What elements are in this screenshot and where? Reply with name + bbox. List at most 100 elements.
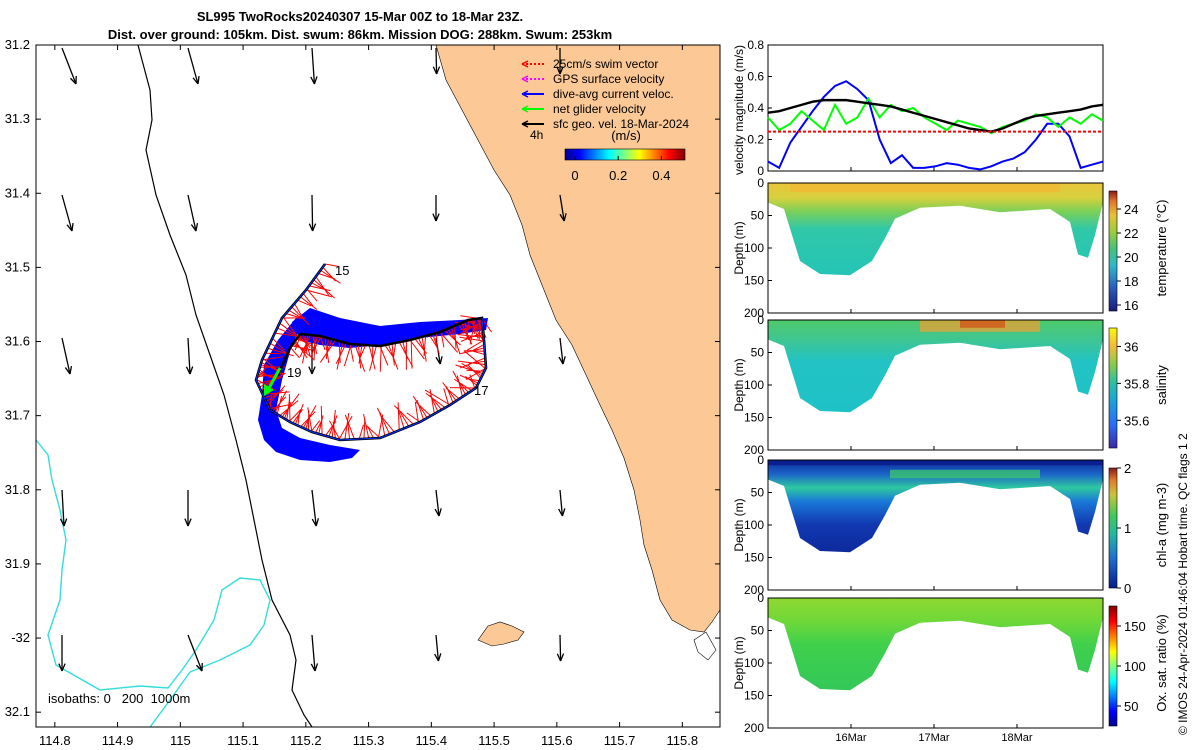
- swim-vector: [459, 336, 485, 342]
- legend-label: 25cm/s swim vector: [553, 57, 658, 71]
- geo-arrow-shaft: [311, 489, 317, 527]
- swim-vector: [307, 407, 313, 433]
- geo-arrow-head: [310, 663, 319, 672]
- map-x-axis: 114.8 114.9 115 115.1 115.2 115.3 115.4 115.5 11…: [39, 45, 698, 748]
- colorbar-tick-label: 35.8: [1124, 376, 1149, 391]
- swim-vector: [318, 415, 324, 435]
- section-low-chl: [768, 460, 1103, 466]
- geo-arrow-head: [559, 213, 567, 222]
- swim-vector: [344, 414, 355, 440]
- swim-vector: [393, 405, 414, 425]
- depth-tick-label: 200: [744, 443, 764, 457]
- swim-vector: [457, 323, 471, 339]
- swim-vector: [288, 393, 291, 423]
- swim-vector: [312, 335, 318, 354]
- time-axis: 16Mar 17Mar 18Mar: [835, 167, 1033, 744]
- swim-vector: [314, 420, 323, 434]
- geo-arrow-head: [195, 662, 203, 672]
- colorbar-tick-label: 0: [571, 168, 578, 183]
- map-x-tick-label: 114.8: [39, 733, 71, 748]
- dive-current-spread: [258, 318, 360, 462]
- geo-arrow-shaft: [187, 634, 203, 672]
- credit-text: © IMOS 24-Apr-2024 01:46:04 Hobart time.…: [1176, 433, 1190, 735]
- map-x-tick-label: 115.1: [227, 733, 259, 748]
- velocity-ylabel: velocity magnitude (m/s): [732, 45, 746, 175]
- speed-colorbar: [564, 148, 686, 161]
- swim-vector: [379, 345, 389, 366]
- swim-vector: [261, 356, 283, 361]
- section-chl-max: [890, 469, 1040, 479]
- geo-arrow-head: [310, 76, 318, 85]
- day-label-19: 19: [287, 365, 301, 380]
- day-label-15: 15: [335, 263, 349, 278]
- geo-arrow-head: [185, 366, 194, 375]
- swim-vector: [424, 389, 451, 406]
- map-y-tick-label: -32: [11, 630, 30, 645]
- swim-vector: [410, 339, 413, 369]
- swim-vector: [397, 402, 400, 431]
- map-x-tick-label: 114.9: [102, 733, 134, 748]
- swim-vector: [305, 289, 333, 298]
- section-data-field: [768, 598, 1103, 691]
- swim-vector: [290, 347, 300, 359]
- geo-arrow-shaft: [61, 194, 73, 232]
- legend-label: GPS surface velocity: [553, 72, 664, 86]
- swim-vector: [363, 418, 366, 439]
- swim-vector: [329, 420, 341, 441]
- colorbar-tick-label: 36: [1124, 339, 1138, 354]
- geo-arrow-shaft: [559, 489, 564, 517]
- swim-vector: [288, 309, 301, 318]
- swim-vector: [264, 392, 280, 399]
- geo-arrow-shaft: [187, 47, 199, 85]
- swim-vector: [412, 395, 428, 419]
- swim-vector: [297, 409, 301, 426]
- legend-label: sfc geo. vel. 18-Mar-2024: [553, 117, 689, 131]
- depth-tick-label: 150: [744, 551, 764, 565]
- colorbar-tick-label: 18: [1124, 274, 1138, 289]
- section-max-salinity: [960, 320, 1005, 328]
- map-y-tick-label: 31.8: [5, 482, 30, 497]
- geo-arrow-shaft: [435, 47, 438, 75]
- depth-axis-label: Depth (m): [732, 358, 746, 411]
- swim-vector: [256, 372, 286, 378]
- swim-vector: [469, 318, 476, 345]
- surface-geostrophic-vectors: [58, 47, 567, 672]
- swim-vector: [376, 407, 391, 435]
- section-colorbar: [1108, 327, 1118, 449]
- swim-vector: [384, 344, 395, 359]
- title-line-2: Dist. over ground: 105km. Dist. swum: 86…: [107, 27, 613, 42]
- geo-arrow-head: [432, 66, 441, 75]
- depth-tick-label: 50: [751, 486, 765, 500]
- swim-vector: [276, 395, 283, 415]
- velocity-line: [767, 96, 1104, 135]
- swim-vector: [335, 342, 347, 364]
- swim-vector: [368, 345, 376, 370]
- swim-vector: [310, 420, 321, 432]
- swim-vector: [471, 319, 479, 339]
- swim-vector: [425, 392, 446, 409]
- speed-colorbar-ticks: 0 0.2 0.4: [571, 156, 670, 183]
- depth-axis-label: Depth (m): [732, 636, 746, 689]
- swim-vector: [417, 337, 425, 351]
- map-y-tick-label: 31.2: [5, 37, 30, 52]
- velocity-y-axis: 0 0.2 0.4 0.6 0.8: [747, 38, 772, 178]
- geo-arrow-head: [434, 508, 442, 517]
- geo-arrow-head: [308, 366, 316, 375]
- day-label-17: 17: [474, 383, 488, 398]
- map-y-tick-label: 31.4: [5, 185, 30, 200]
- velocity-y-tick-label: 0.6: [747, 70, 764, 84]
- swim-vector: [465, 367, 487, 380]
- geo-arrow-head: [58, 663, 66, 672]
- colorbar-label: temperature (°C): [1154, 200, 1169, 297]
- time-tick-label: 18Mar: [1001, 732, 1033, 744]
- swim-vector: [391, 343, 395, 366]
- swim-vector: [318, 272, 336, 280]
- swim-vector: [444, 329, 461, 346]
- swim-vector: [299, 334, 311, 357]
- map-y-tick-label: 31.3: [5, 111, 30, 126]
- swim-vector: [320, 269, 341, 284]
- swim-vector: [453, 378, 473, 392]
- swim-vector: [296, 338, 312, 345]
- map-frame: [35, 44, 721, 728]
